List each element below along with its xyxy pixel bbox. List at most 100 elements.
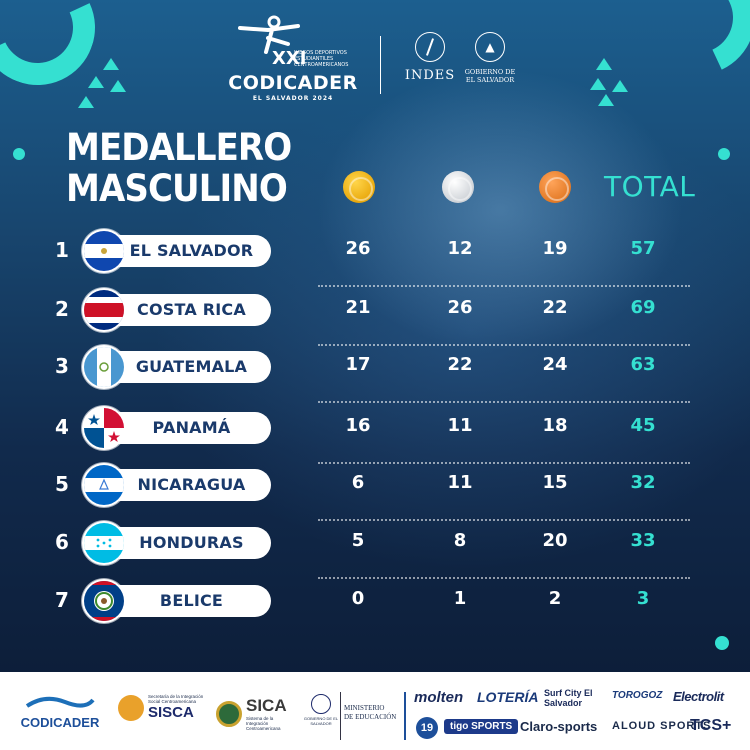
bronze-count: 22 — [542, 297, 568, 318]
bronze-medal-icon — [539, 171, 571, 203]
gold-count: 5 — [351, 530, 365, 551]
event-location: EL SALVADOR 2024 — [252, 95, 334, 102]
decorative-triangle — [590, 78, 606, 90]
event-subtitle: JUEGOS DEPORTIVOS ESTUDIANTILES CENTROAM… — [294, 50, 349, 68]
decorative-triangle — [598, 94, 614, 106]
sponsor-logo: TOROGOZ — [612, 690, 663, 701]
sica-footer-logo: SICA Sistema de la Integración Centroame… — [216, 696, 300, 731]
gold-count: 16 — [345, 415, 371, 436]
table-row: 4 PANAMÁ 16 11 18 45 — [0, 405, 750, 464]
silver-medal-icon — [442, 171, 474, 203]
costa-rica-flag-icon — [82, 288, 126, 332]
total-count: 33 — [630, 530, 656, 551]
rank: 7 — [55, 588, 69, 612]
bronze-count: 20 — [542, 530, 568, 551]
rank: 2 — [55, 297, 69, 321]
bronze-count: 18 — [542, 415, 568, 436]
sponsor-logo: TCS+ — [690, 717, 732, 734]
country-name: BELICE — [159, 591, 224, 610]
indes-icon — [415, 32, 445, 62]
silver-count: 12 — [447, 238, 473, 259]
codicader-event-logo: XXI JUEGOS DEPORTIVOS ESTUDIANTILES CENT… — [228, 14, 358, 104]
event-name: CODICADER — [228, 72, 358, 94]
sponsor-logo: ALOUD SPORTS — [612, 720, 712, 732]
table-row: 5 NICARAGUA 6 11 15 32 — [0, 462, 750, 521]
sponsor-logo: Claro-sports — [520, 719, 598, 734]
rank: 5 — [55, 472, 69, 496]
gobierno-logo: ▲ GOBIERNO DE EL SALVADOR — [462, 32, 518, 84]
decorative-triangle — [596, 58, 612, 70]
decorative-dot — [13, 148, 25, 160]
bronze-count: 2 — [548, 588, 562, 609]
country-name: GUATEMALA — [135, 357, 248, 376]
decorative-dot — [715, 636, 729, 650]
wave-icon — [25, 696, 95, 708]
national-seal-icon: ▲ — [475, 32, 505, 62]
panama-flag-icon — [82, 406, 126, 450]
decorative-triangle — [110, 80, 126, 92]
sisca-icon — [118, 694, 144, 721]
total-count: 3 — [636, 588, 650, 609]
silver-count: 26 — [447, 297, 473, 318]
sponsor-logo: tigo SPORTS — [444, 719, 519, 734]
total-count: 45 — [630, 415, 656, 436]
bronze-count: 19 — [542, 238, 568, 259]
codicader-footer-logo: CODICADER — [14, 694, 106, 730]
row-separator — [318, 519, 690, 521]
total-count: 63 — [630, 354, 656, 375]
decorative-ring-right — [623, 0, 750, 92]
guatemala-flag-icon — [82, 345, 126, 389]
gold-count: 26 — [345, 238, 371, 259]
country-name: PANAMÁ — [152, 418, 231, 437]
row-separator — [318, 401, 690, 403]
silver-count: 22 — [447, 354, 473, 375]
row-separator — [318, 344, 690, 346]
country-name: HONDURAS — [139, 533, 244, 552]
decorative-triangle — [103, 58, 119, 70]
nicaragua-flag-icon — [82, 463, 126, 507]
country-name: EL SALVADOR — [129, 241, 254, 260]
header-divider — [380, 36, 381, 94]
honduras-flag-icon — [82, 521, 126, 565]
total-count: 69 — [630, 297, 656, 318]
sponsor-logo: molten — [414, 689, 464, 706]
row-separator — [318, 285, 690, 287]
sica-seal-icon — [216, 700, 242, 727]
country-name: COSTA RICA — [137, 300, 246, 319]
table-row: 6 HONDURAS 5 8 20 33 — [0, 520, 750, 579]
table-row: 1 EL SALVADOR 26 12 19 57 — [0, 228, 750, 287]
table-row: 3 GUATEMALA 17 22 24 63 — [0, 344, 750, 403]
gold-count: 6 — [351, 472, 365, 493]
runner-icon — [238, 15, 300, 54]
sisca-footer-logo: Secretaría de la Integración Social Cent… — [118, 694, 210, 721]
table-row: 2 COSTA RICA 21 26 22 69 — [0, 287, 750, 346]
country-name: NICARAGUA — [137, 475, 246, 494]
rank: 3 — [55, 354, 69, 378]
gold-count: 0 — [351, 588, 365, 609]
belize-flag-icon — [82, 579, 126, 623]
rank: 6 — [55, 530, 69, 554]
sponsor-logo: 19 — [416, 717, 438, 739]
seal-icon — [311, 694, 331, 714]
rank: 1 — [55, 238, 69, 262]
bronze-count: 24 — [542, 354, 568, 375]
decorative-dot — [718, 148, 730, 160]
sponsor-logo: Surf City El Salvador — [544, 688, 593, 708]
rank: 4 — [55, 415, 69, 439]
sponsor-logo: Electrolit — [673, 689, 724, 704]
total-count: 57 — [630, 238, 656, 259]
silver-count: 1 — [453, 588, 467, 609]
decorative-triangle — [78, 96, 94, 108]
el-salvador-flag-icon — [82, 229, 126, 273]
gobierno-footer-logo: GOBIERNO DE EL SALVADOR — [303, 694, 339, 726]
footer-divider — [340, 692, 341, 740]
total-column-header: TOTAL — [604, 170, 696, 203]
edition-label: XXI — [272, 48, 307, 69]
table-row: 7 BELICE 0 1 2 3 — [0, 578, 750, 628]
decorative-triangle — [88, 76, 104, 88]
silver-count: 8 — [453, 530, 467, 551]
page-title: MEDALLERO MASCULINO — [66, 126, 292, 210]
total-count: 32 — [630, 472, 656, 493]
indes-logo: INDES — [400, 32, 460, 83]
silver-count: 11 — [447, 415, 473, 436]
